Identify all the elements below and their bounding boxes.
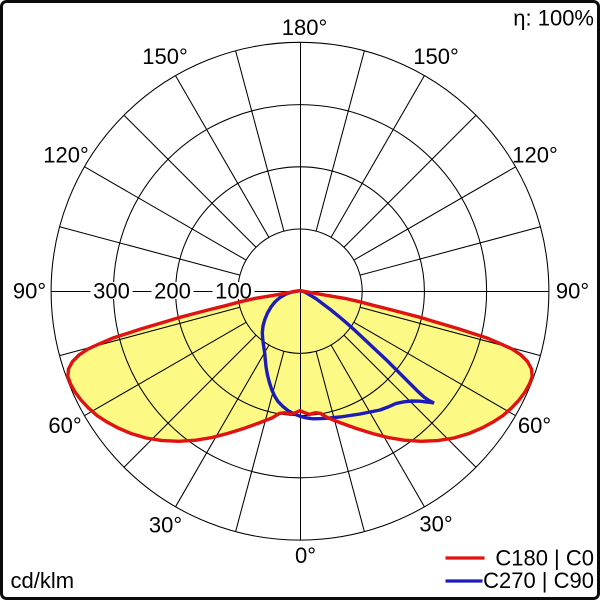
svg-text:cd/klm: cd/klm bbox=[11, 568, 75, 593]
svg-text:0°: 0° bbox=[295, 543, 316, 568]
svg-text:30°: 30° bbox=[419, 512, 452, 537]
svg-text:150°: 150° bbox=[142, 44, 188, 69]
svg-text:300: 300 bbox=[93, 279, 130, 304]
svg-text:C270 | C90: C270 | C90 bbox=[483, 568, 594, 593]
svg-text:η: 100%: η: 100% bbox=[513, 6, 594, 31]
svg-text:90°: 90° bbox=[13, 279, 46, 304]
svg-text:150°: 150° bbox=[413, 44, 459, 69]
svg-text:C180 | C0: C180 | C0 bbox=[495, 546, 594, 571]
svg-text:30°: 30° bbox=[149, 513, 182, 538]
svg-text:180°: 180° bbox=[282, 15, 328, 40]
svg-text:120°: 120° bbox=[43, 143, 89, 168]
svg-text:60°: 60° bbox=[518, 413, 551, 438]
svg-text:120°: 120° bbox=[512, 143, 558, 168]
svg-text:90°: 90° bbox=[556, 279, 589, 304]
svg-text:60°: 60° bbox=[48, 413, 81, 438]
svg-text:200: 200 bbox=[154, 279, 191, 304]
